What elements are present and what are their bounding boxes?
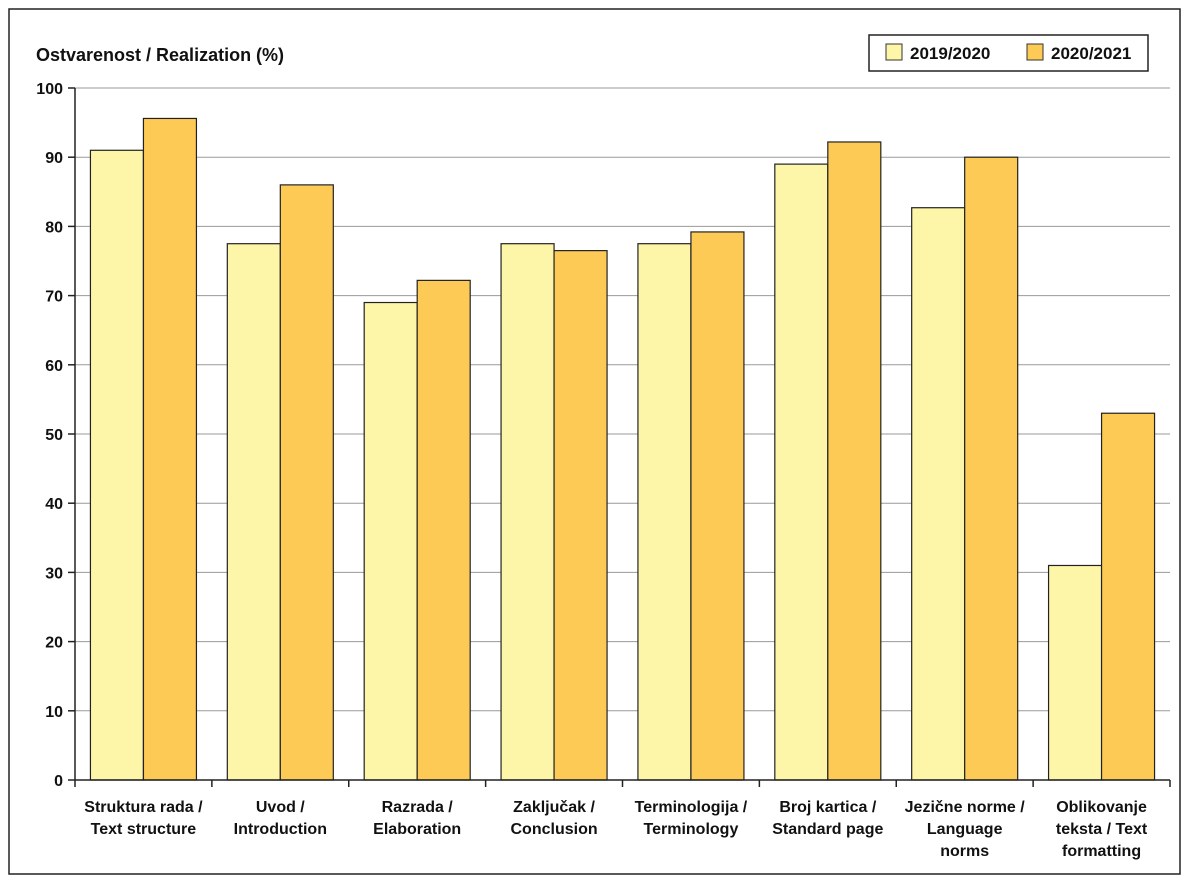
x-category-label-line: Razrada / — [382, 799, 454, 816]
legend-box — [868, 34, 1149, 72]
x-category-label: Struktura rada / Text structure — [84, 799, 203, 838]
x-category-label-line: Uvod / — [256, 799, 305, 816]
bar-2020-2021-7 — [1100, 412, 1156, 781]
x-category-label-line: Oblikovanje — [1056, 799, 1147, 816]
x-category-label-line: Terminology — [644, 821, 739, 838]
bar-2020-2021-3 — [553, 250, 608, 781]
x-category-label-line: Terminologija / — [635, 799, 748, 816]
x-category-label: Uvod / Introduction — [234, 799, 327, 838]
y-tick-label: 80 — [45, 219, 63, 236]
x-category-label: Jezične norme / Language norms — [905, 799, 1026, 860]
x-category-label: Oblikovanje teksta / Text formatting — [1056, 799, 1148, 860]
x-category-label-line: Text structure — [91, 821, 197, 838]
bar-2019-2020-7 — [1047, 564, 1103, 781]
y-tick-label: 0 — [54, 773, 63, 790]
bar-2020-2021-6 — [964, 156, 1019, 781]
y-tick-label: 60 — [45, 358, 63, 375]
x-category-label-line: Introduction — [234, 821, 327, 838]
y-tick-label: 50 — [45, 427, 63, 444]
axes — [68, 87, 1171, 787]
bar-2019-2020-2 — [363, 301, 418, 781]
legend-label-2019-2020: 2019/2020 — [910, 44, 990, 63]
x-category-label-line: Jezične norme / — [905, 799, 1026, 816]
y-tick-label: 20 — [45, 635, 63, 652]
bar-2020-2021-5 — [827, 141, 882, 781]
y-axis-title: Ostvarenost / Realization (%) — [36, 45, 284, 65]
bar-2019-2020-5 — [774, 163, 829, 781]
x-category-label: Zaključak / Conclusion — [511, 799, 598, 838]
bar-2020-2021-2 — [416, 279, 471, 781]
x-category-label-line: norms — [940, 843, 989, 860]
x-category-label-line: formatting — [1062, 843, 1141, 860]
bar-2019-2020-3 — [500, 243, 555, 781]
bar-2020-2021-1 — [279, 184, 334, 781]
y-tick-label: 40 — [45, 496, 63, 513]
x-category-label-line: Elaboration — [373, 821, 461, 838]
bar-2019-2020-1 — [226, 243, 281, 781]
bar-2019-2020-6 — [911, 207, 966, 781]
x-category-label-line: Broj kartica / — [779, 799, 876, 816]
bar-2019-2020-0 — [89, 149, 145, 781]
y-tick-label: 30 — [45, 565, 63, 582]
legend: 2019/2020 2020/2021 — [868, 34, 1149, 72]
x-category-label-line: Language — [927, 821, 1003, 838]
x-category-label-line: Conclusion — [511, 821, 598, 838]
y-tick-label: 90 — [45, 150, 63, 167]
legend-swatch-2019-2020 — [885, 43, 903, 61]
x-category-label-line: Zaključak / — [513, 799, 595, 816]
legend-swatch-2020-2021 — [1026, 43, 1044, 61]
bar-2020-2021-4 — [690, 231, 745, 781]
y-tick-label: 10 — [45, 704, 63, 721]
bar-2019-2020-4 — [637, 243, 692, 781]
x-category-label: Terminologija / Terminology — [635, 799, 748, 838]
category-labels: Struktura rada / Text structure Uvod / Intr… — [84, 799, 1148, 860]
bar-2020-2021-0 — [142, 117, 198, 781]
x-category-label-line: Struktura rada / — [84, 799, 203, 816]
x-category-label: Razrada / Elaboration — [373, 799, 461, 838]
y-tick-label: 70 — [45, 289, 63, 306]
y-tick-labels: 0 10 20 30 40 50 60 70 80 90 100 — [36, 81, 63, 790]
legend-label-2020-2021: 2020/2021 — [1051, 44, 1131, 63]
x-category-label-line: teksta / Text — [1056, 821, 1148, 838]
x-category-label: Broj kartica / Standard page — [772, 799, 883, 838]
x-category-label-line: Standard page — [772, 821, 883, 838]
y-tick-label: 100 — [36, 81, 63, 98]
